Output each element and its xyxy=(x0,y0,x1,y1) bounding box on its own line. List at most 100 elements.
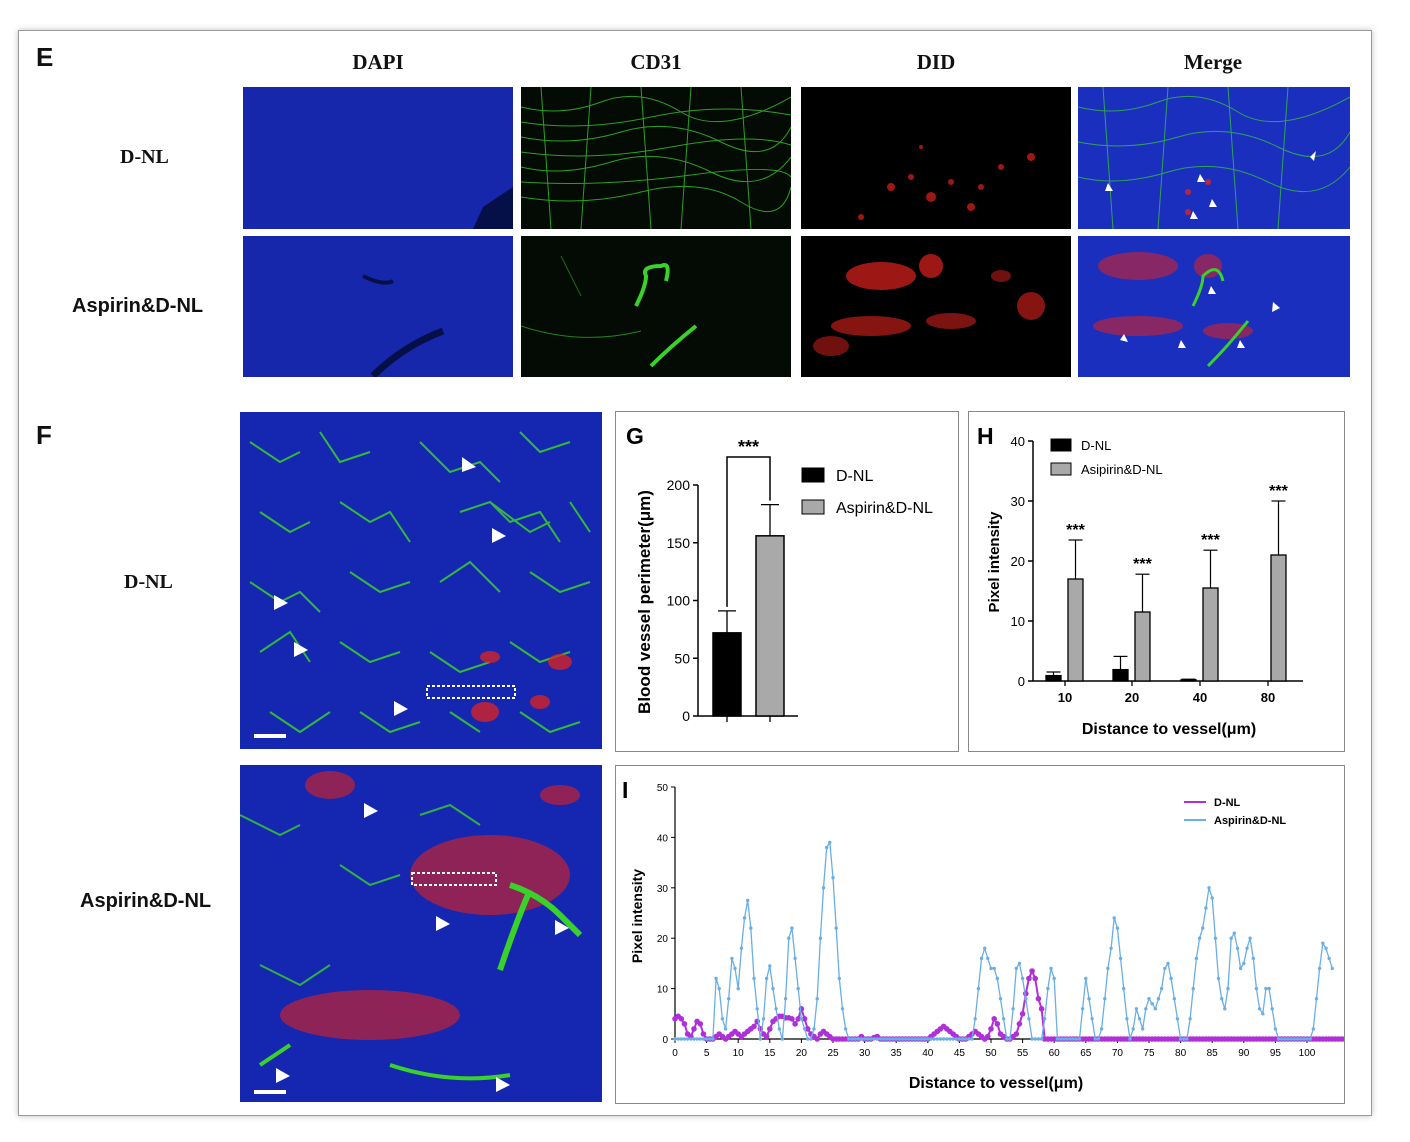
x-tick-label: 40 xyxy=(922,1048,934,1059)
data-point xyxy=(1027,1017,1031,1021)
data-point xyxy=(717,986,721,991)
row-label-d-nl-f: D-NL xyxy=(124,571,173,593)
data-point xyxy=(976,986,981,991)
data-point xyxy=(1207,886,1211,890)
data-point xyxy=(1254,986,1259,991)
data-point xyxy=(840,1007,845,1011)
significance-bracket xyxy=(726,456,771,607)
data-point xyxy=(681,1021,688,1027)
data-point xyxy=(960,1037,965,1041)
y-tick-label: 100 xyxy=(667,593,691,609)
data-point xyxy=(1024,997,1028,1001)
data-point xyxy=(1289,1037,1293,1041)
data-point xyxy=(1026,975,1032,982)
data-point xyxy=(789,1016,795,1022)
y-axis-label-h: Pixel intensity xyxy=(986,511,1003,613)
data-point xyxy=(1264,986,1268,991)
data-point xyxy=(964,1037,968,1041)
data-point xyxy=(802,1027,807,1031)
data-point xyxy=(1188,1017,1192,1021)
data-point xyxy=(818,936,823,940)
y-axis-label-g: Blood vessel perimeter(μm) xyxy=(635,490,654,714)
data-point xyxy=(1084,976,1088,981)
data-point xyxy=(723,1027,728,1031)
data-point xyxy=(679,1037,683,1041)
data-point xyxy=(970,1037,974,1041)
data-point xyxy=(1245,946,1249,950)
data-point xyxy=(1131,1027,1135,1031)
x-tick-label: 70 xyxy=(1112,1048,1124,1059)
panel-letter-e: E xyxy=(36,42,54,72)
data-point xyxy=(1210,896,1214,900)
y-tick-label: 20 xyxy=(657,934,669,945)
data-point xyxy=(938,1037,943,1041)
legend-g: D-NL Aspirin&D-NL xyxy=(801,467,933,517)
legend-label: D-NL xyxy=(1081,438,1111,453)
data-point xyxy=(708,1037,712,1041)
x-axis-label-h: Distance to vessel(μm) xyxy=(1082,721,1256,738)
x-tick-label: 35 xyxy=(891,1048,903,1059)
data-point xyxy=(1324,946,1328,950)
data-point xyxy=(1090,1017,1094,1021)
y-tick-label: 40 xyxy=(1011,434,1025,449)
data-point xyxy=(907,1037,911,1041)
data-point xyxy=(926,1037,930,1041)
data-point xyxy=(1020,976,1025,981)
micrograph-merge-aspirin xyxy=(1078,236,1350,377)
data-point xyxy=(872,1037,876,1041)
data-point xyxy=(1201,926,1205,930)
micrograph-f-aspirin xyxy=(240,765,602,1102)
micrograph-cd31-d-nl xyxy=(521,87,791,229)
legend-label: D-NL xyxy=(836,468,873,485)
data-point xyxy=(897,1037,902,1041)
data-point xyxy=(991,1016,997,1022)
data-point xyxy=(751,1023,757,1030)
data-point xyxy=(1156,997,1161,1001)
chart-i-svg: I Pixel intensity Distance to vessel(μm)… xyxy=(622,777,1367,1092)
data-point xyxy=(787,936,791,940)
data-point xyxy=(1270,1007,1274,1011)
data-point xyxy=(1248,936,1252,940)
data-point xyxy=(1185,1037,1189,1041)
x-tick-label: 50 xyxy=(985,1048,997,1059)
chart-h-box: H Pixel intensity Distance to vessel(μm)… xyxy=(968,411,1345,752)
data-point xyxy=(1235,946,1240,950)
bar xyxy=(1112,668,1129,682)
data-point xyxy=(853,1037,857,1041)
data-point xyxy=(1038,1006,1045,1012)
data-point xyxy=(1204,906,1208,910)
data-point xyxy=(910,1037,914,1041)
data-point xyxy=(1013,1031,1020,1037)
data-point xyxy=(935,1037,939,1041)
y-tick-label: 150 xyxy=(667,535,691,551)
y-tick-label: 0 xyxy=(662,1035,668,1046)
data-point xyxy=(691,1026,697,1032)
data-point xyxy=(1030,1037,1034,1041)
bar xyxy=(1067,578,1084,682)
data-point xyxy=(798,1006,805,1012)
y-tick-label: 50 xyxy=(674,650,690,666)
micrograph-did-d-nl xyxy=(801,87,1071,229)
data-point xyxy=(1169,976,1173,981)
column-label-dapi: DAPI xyxy=(352,50,404,74)
x-tick-label: 5 xyxy=(704,1048,710,1059)
data-point xyxy=(739,946,744,950)
x-tick-label: 25 xyxy=(827,1048,839,1059)
x-tick-label: 75 xyxy=(1143,1048,1155,1059)
data-point xyxy=(1273,1027,1278,1031)
x-tick-label: 0 xyxy=(672,1048,678,1059)
data-point xyxy=(847,1037,851,1041)
data-point xyxy=(979,956,984,961)
data-point xyxy=(1062,1037,1066,1041)
data-point xyxy=(1077,1037,1082,1041)
legend-label: D-NL xyxy=(1214,797,1241,809)
micrograph-svg xyxy=(243,236,513,377)
significance-label: *** xyxy=(1133,556,1152,573)
data-point xyxy=(994,1021,1001,1027)
data-point xyxy=(1017,961,1022,966)
legend-swatch xyxy=(801,499,825,515)
data-point xyxy=(941,1037,946,1041)
data-point xyxy=(673,1037,677,1041)
data-point xyxy=(1032,975,1038,982)
data-point xyxy=(1071,1037,1075,1041)
